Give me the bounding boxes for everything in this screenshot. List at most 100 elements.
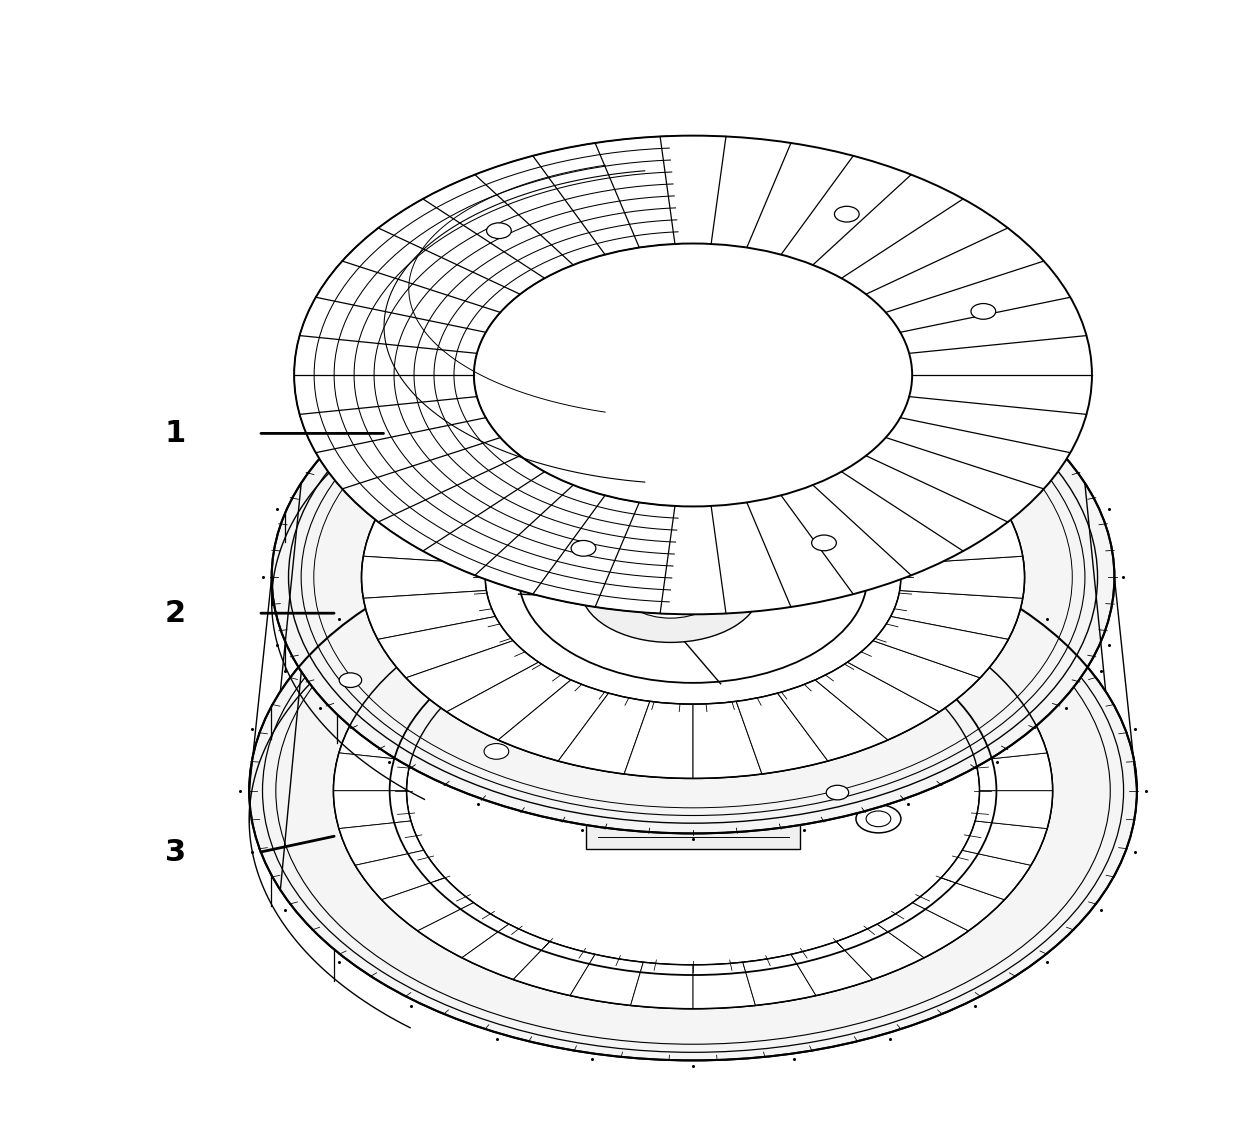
Polygon shape bbox=[624, 376, 693, 453]
Polygon shape bbox=[300, 298, 486, 353]
Polygon shape bbox=[791, 586, 873, 640]
Polygon shape bbox=[900, 556, 1024, 598]
Polygon shape bbox=[362, 556, 486, 598]
Polygon shape bbox=[342, 228, 520, 312]
Polygon shape bbox=[913, 877, 1004, 931]
Polygon shape bbox=[777, 680, 888, 761]
Polygon shape bbox=[382, 877, 474, 931]
Polygon shape bbox=[513, 586, 595, 640]
Polygon shape bbox=[877, 902, 968, 958]
Polygon shape bbox=[342, 438, 520, 522]
Polygon shape bbox=[737, 693, 828, 774]
Polygon shape bbox=[711, 137, 791, 248]
Ellipse shape bbox=[572, 540, 596, 556]
Polygon shape bbox=[815, 662, 940, 740]
Polygon shape bbox=[975, 753, 1053, 791]
Polygon shape bbox=[836, 924, 924, 979]
Ellipse shape bbox=[340, 672, 362, 687]
Polygon shape bbox=[962, 717, 1047, 761]
Polygon shape bbox=[660, 136, 725, 245]
Polygon shape bbox=[962, 821, 1047, 865]
Polygon shape bbox=[781, 484, 911, 594]
Polygon shape bbox=[941, 850, 1030, 900]
Polygon shape bbox=[842, 199, 1008, 294]
Polygon shape bbox=[513, 942, 595, 995]
Polygon shape bbox=[558, 380, 650, 461]
Polygon shape bbox=[339, 717, 424, 761]
Text: 1: 1 bbox=[165, 419, 186, 448]
Polygon shape bbox=[693, 702, 761, 779]
Polygon shape bbox=[446, 414, 570, 492]
Polygon shape bbox=[294, 375, 477, 414]
Ellipse shape bbox=[474, 737, 518, 765]
Polygon shape bbox=[446, 662, 570, 740]
Polygon shape bbox=[885, 261, 1070, 333]
Polygon shape bbox=[533, 143, 640, 255]
Polygon shape bbox=[382, 651, 474, 704]
Polygon shape bbox=[570, 576, 644, 627]
Polygon shape bbox=[873, 477, 1008, 538]
Text: 3: 3 bbox=[165, 838, 186, 867]
Polygon shape bbox=[418, 902, 508, 958]
Ellipse shape bbox=[866, 811, 890, 826]
Polygon shape bbox=[378, 199, 544, 294]
Polygon shape bbox=[877, 624, 968, 679]
Polygon shape bbox=[463, 602, 549, 658]
Polygon shape bbox=[781, 156, 911, 265]
Polygon shape bbox=[746, 496, 853, 607]
Polygon shape bbox=[558, 693, 650, 774]
Polygon shape bbox=[975, 791, 1053, 829]
Ellipse shape bbox=[856, 805, 901, 833]
Ellipse shape bbox=[486, 223, 511, 239]
Polygon shape bbox=[693, 376, 761, 453]
Polygon shape bbox=[316, 261, 500, 333]
Polygon shape bbox=[405, 641, 538, 712]
Polygon shape bbox=[475, 156, 605, 265]
Polygon shape bbox=[334, 753, 410, 791]
Polygon shape bbox=[890, 515, 1023, 564]
Text: 2: 2 bbox=[165, 599, 186, 627]
Ellipse shape bbox=[485, 451, 901, 704]
Polygon shape bbox=[842, 456, 1008, 551]
Polygon shape bbox=[423, 174, 573, 278]
Polygon shape bbox=[631, 962, 693, 1009]
Polygon shape bbox=[743, 954, 816, 1005]
Ellipse shape bbox=[835, 206, 859, 222]
Polygon shape bbox=[847, 641, 980, 712]
Polygon shape bbox=[836, 602, 924, 658]
Ellipse shape bbox=[249, 521, 1137, 1061]
Polygon shape bbox=[363, 515, 495, 564]
Polygon shape bbox=[693, 962, 755, 1009]
Polygon shape bbox=[316, 418, 500, 489]
Polygon shape bbox=[900, 298, 1086, 353]
Polygon shape bbox=[405, 443, 538, 514]
Polygon shape bbox=[873, 617, 1008, 678]
Ellipse shape bbox=[826, 786, 848, 800]
Polygon shape bbox=[533, 496, 640, 607]
Polygon shape bbox=[570, 954, 644, 1005]
Ellipse shape bbox=[484, 744, 508, 760]
Ellipse shape bbox=[1017, 458, 1039, 473]
Polygon shape bbox=[463, 924, 549, 979]
Polygon shape bbox=[418, 624, 508, 679]
Polygon shape bbox=[624, 702, 693, 779]
Polygon shape bbox=[737, 380, 828, 461]
Polygon shape bbox=[711, 503, 791, 614]
Polygon shape bbox=[587, 815, 800, 849]
Polygon shape bbox=[300, 396, 486, 453]
Polygon shape bbox=[913, 651, 1004, 704]
Polygon shape bbox=[693, 573, 755, 619]
Ellipse shape bbox=[334, 573, 1053, 1009]
Polygon shape bbox=[746, 143, 853, 255]
Ellipse shape bbox=[362, 376, 1024, 779]
Polygon shape bbox=[866, 228, 1044, 312]
Polygon shape bbox=[743, 576, 816, 627]
Polygon shape bbox=[423, 472, 573, 575]
Ellipse shape bbox=[577, 346, 599, 361]
Polygon shape bbox=[498, 680, 609, 761]
Polygon shape bbox=[595, 503, 675, 614]
Ellipse shape bbox=[621, 559, 720, 618]
Polygon shape bbox=[631, 573, 693, 619]
Polygon shape bbox=[355, 850, 445, 900]
Polygon shape bbox=[813, 472, 963, 575]
